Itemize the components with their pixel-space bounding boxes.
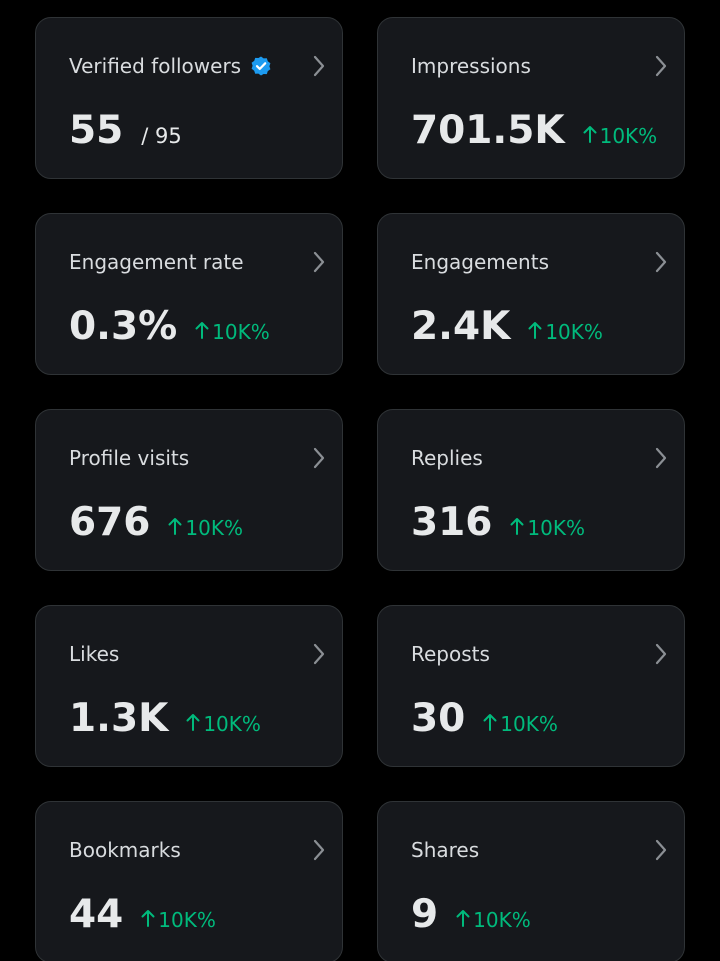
- metric-value: 55: [69, 108, 124, 153]
- metric-card[interactable]: Engagements 2.4K 10K%: [377, 213, 685, 375]
- metric-label-row: Engagements: [411, 247, 549, 277]
- metric-value: 2.4K: [411, 304, 511, 349]
- metric-card[interactable]: Bookmarks 44 10K%: [35, 801, 343, 961]
- metric-label: Engagements: [411, 250, 549, 274]
- metric-change: 10K%: [456, 908, 531, 932]
- chevron-right: [655, 251, 667, 273]
- change-text: 10K%: [599, 124, 658, 148]
- metric-change: 10K%: [510, 516, 585, 540]
- metric-row: 30 10K%: [411, 696, 558, 742]
- metric-label: Shares: [411, 838, 480, 862]
- metric-label: Bookmarks: [69, 838, 181, 862]
- metric-card[interactable]: Profile visits 676 10K%: [35, 409, 343, 571]
- up-arrow: [528, 322, 542, 339]
- metric-label-row: Impressions: [411, 51, 531, 81]
- metric-label: Likes: [69, 642, 120, 666]
- metric-total: / 95: [141, 124, 182, 148]
- metric-value: 30: [411, 696, 466, 741]
- change-text: 10K%: [158, 908, 216, 932]
- chevron-right: [655, 447, 667, 469]
- chevron-right: [313, 55, 325, 77]
- metric-change: 10K%: [168, 516, 243, 540]
- metric-row: 1.3K 10K%: [69, 696, 261, 742]
- metric-value: 44: [69, 892, 124, 937]
- metric-row: 44 10K%: [69, 892, 216, 938]
- up-arrow: [483, 714, 497, 731]
- up-arrow: [510, 518, 524, 535]
- up-arrow: [583, 126, 597, 143]
- change-text: 10K%: [185, 516, 243, 540]
- metric-label: Replies: [411, 446, 483, 470]
- change-text: 10K%: [203, 712, 261, 736]
- chevron-right: [313, 839, 325, 861]
- metric-change: 10K%: [186, 712, 261, 736]
- metric-card[interactable]: Likes 1.3K 10K%: [35, 605, 343, 767]
- metric-label: Engagement rate: [69, 250, 244, 274]
- metric-label-row: Bookmarks: [69, 835, 181, 865]
- chevron-right: [313, 447, 325, 469]
- metric-label-row: Profile visits: [69, 443, 189, 473]
- change-text: 10K%: [212, 320, 270, 344]
- up-arrow: [186, 714, 200, 731]
- up-arrow: [456, 910, 470, 927]
- change-text: 10K%: [473, 908, 531, 932]
- verified-badge: [251, 56, 271, 76]
- metric-label: Verified followers: [69, 54, 242, 78]
- metric-value: 1.3K: [69, 696, 169, 741]
- metric-card[interactable]: Shares 9 10K%: [377, 801, 685, 961]
- metric-card[interactable]: Impressions 701.5K 10K%: [377, 17, 685, 179]
- change-text: 10K%: [500, 712, 558, 736]
- chevron-right: [655, 55, 667, 77]
- change-text: 10K%: [527, 516, 585, 540]
- metric-value: 9: [411, 892, 439, 937]
- up-arrow: [168, 518, 182, 535]
- metric-row: 701.5K 10K%: [411, 108, 657, 154]
- metric-value: 0.3%: [69, 304, 178, 349]
- metric-card[interactable]: Verified followers 55 / 95: [35, 17, 343, 179]
- metric-label-row: Likes: [69, 639, 119, 669]
- metric-row: 2.4K 10K%: [411, 304, 603, 350]
- metric-label-row: Engagement rate: [69, 247, 244, 277]
- metric-change: 10K%: [583, 124, 658, 148]
- metric-row: 9 10K%: [411, 892, 531, 938]
- up-arrow: [195, 322, 209, 339]
- metric-label: Reposts: [411, 642, 490, 666]
- metric-label: Profile visits: [69, 446, 190, 470]
- metric-row: 316 10K%: [411, 500, 585, 546]
- metric-row: 0.3% 10K%: [69, 304, 270, 350]
- up-arrow: [141, 910, 155, 927]
- chevron-right: [655, 643, 667, 665]
- metric-label-row: Replies: [411, 443, 483, 473]
- change-text: 10K%: [545, 320, 603, 344]
- metric-card[interactable]: Replies 316 10K%: [377, 409, 685, 571]
- metric-change: 10K%: [195, 320, 270, 344]
- metric-value: 701.5K: [411, 108, 565, 153]
- metric-change: 10K%: [483, 712, 558, 736]
- metric-label-row: Reposts: [411, 639, 490, 669]
- metric-row: 55 / 95: [69, 108, 182, 154]
- metric-card[interactable]: Reposts 30 10K%: [377, 605, 685, 767]
- metric-change: 10K%: [528, 320, 603, 344]
- metric-label: Impressions: [411, 54, 531, 78]
- chevron-right: [655, 839, 667, 861]
- chevron-right: [313, 643, 325, 665]
- chevron-right: [313, 251, 325, 273]
- metric-change: 10K%: [141, 908, 216, 932]
- metric-value: 676: [69, 500, 151, 545]
- metric-label-row: Verified followers: [69, 51, 271, 81]
- metric-row: 676 10K%: [69, 500, 243, 546]
- metric-card[interactable]: Engagement rate 0.3% 10K%: [35, 213, 343, 375]
- metric-value: 316: [411, 500, 493, 545]
- metric-label-row: Shares: [411, 835, 479, 865]
